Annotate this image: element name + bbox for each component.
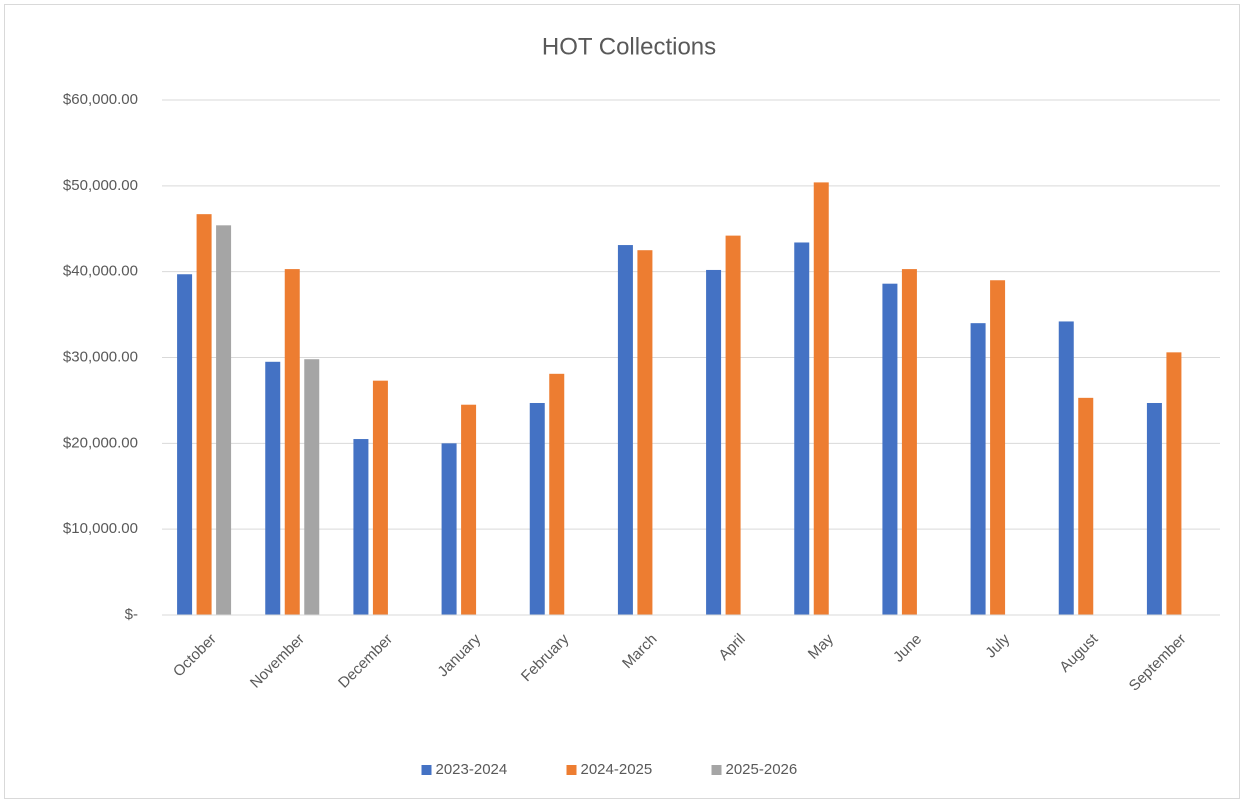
y-tick-label: $- xyxy=(125,606,138,623)
legend-swatch xyxy=(566,765,577,775)
legend-swatch xyxy=(421,765,432,775)
bar xyxy=(216,225,232,616)
bar xyxy=(461,404,477,615)
bar xyxy=(529,402,545,615)
y-tick-label: $50,000.00 xyxy=(63,177,138,194)
chart-title: HOT Collections xyxy=(542,33,716,60)
bar xyxy=(1166,352,1182,615)
legend-label: 2024-2025 xyxy=(581,761,653,778)
legend-label: 2025-2026 xyxy=(726,761,798,778)
y-tick-label: $20,000.00 xyxy=(63,434,138,451)
bar xyxy=(901,269,917,615)
bar xyxy=(725,235,741,615)
bar xyxy=(177,274,193,615)
y-tick-label: $30,000.00 xyxy=(63,348,138,365)
bar xyxy=(372,380,388,615)
bar xyxy=(617,245,633,615)
bar xyxy=(1058,321,1074,615)
bar xyxy=(549,373,565,615)
bar xyxy=(1146,402,1162,615)
bar xyxy=(353,439,369,615)
y-tick-label: $60,000.00 xyxy=(63,91,138,108)
y-tick-label: $40,000.00 xyxy=(63,263,138,280)
bar xyxy=(794,242,810,615)
bar xyxy=(990,280,1006,615)
legend-label: 2023-2024 xyxy=(436,761,508,778)
bar xyxy=(813,182,829,615)
bar xyxy=(1078,397,1094,615)
bar xyxy=(265,361,281,615)
bar xyxy=(882,283,898,615)
bar xyxy=(970,323,986,615)
bar xyxy=(284,269,300,615)
bar xyxy=(441,443,457,615)
bar xyxy=(196,214,212,616)
bar xyxy=(304,359,320,615)
bar xyxy=(637,250,653,616)
bar xyxy=(706,269,722,615)
y-tick-label: $10,000.00 xyxy=(63,520,138,537)
legend-swatch xyxy=(711,765,722,775)
